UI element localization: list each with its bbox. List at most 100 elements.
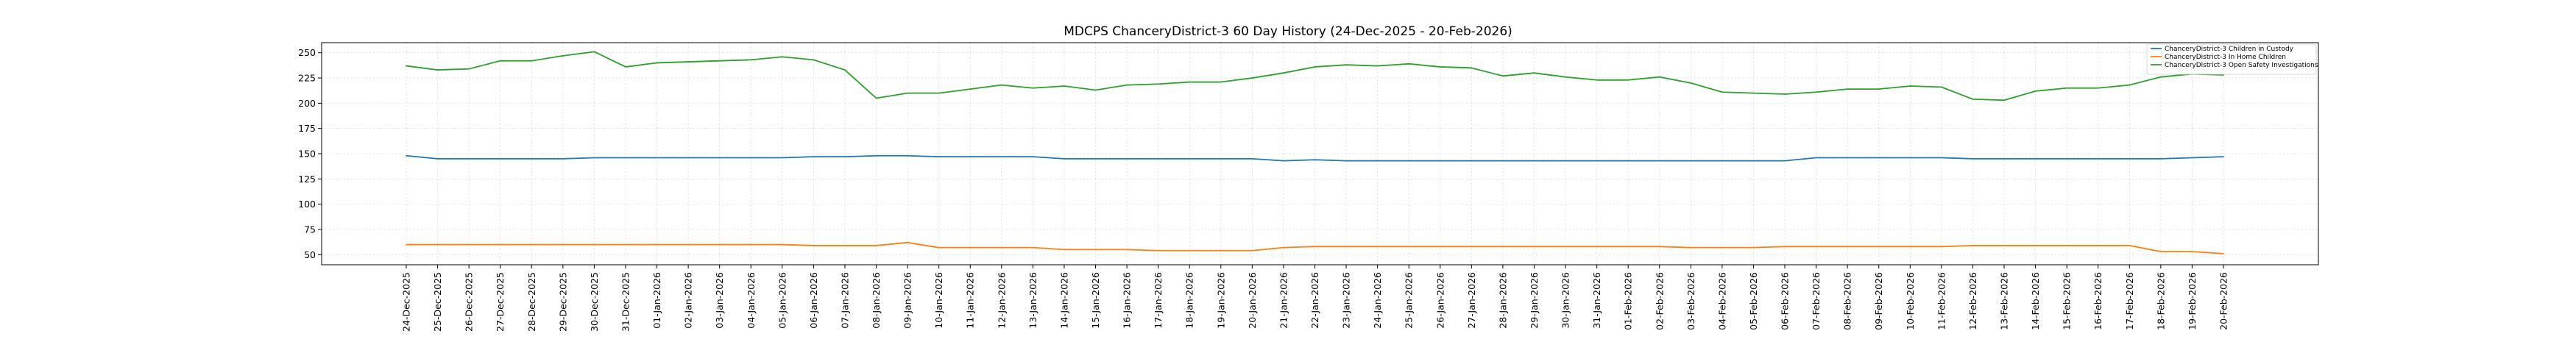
data-point-2-18 — [969, 88, 972, 90]
y-tick-label-4: 150 — [298, 149, 316, 160]
x-tick-label-19: 12-Jan-2026 — [996, 272, 1007, 329]
x-tick-label-14: 07-Jan-2026 — [839, 272, 850, 329]
x-tick-label-44: 06-Feb-2026 — [1780, 272, 1791, 330]
data-point-2-35 — [1502, 75, 1504, 77]
data-point-2-45 — [1815, 91, 1817, 93]
data-point-0-9 — [687, 157, 690, 159]
x-tick-label-51: 13-Feb-2026 — [1999, 272, 2010, 330]
data-point-1-55 — [2129, 245, 2131, 246]
x-tick-label-33: 26-Jan-2026 — [1434, 272, 1446, 329]
data-point-0-24 — [1157, 157, 1159, 160]
data-point-1-25 — [1189, 249, 1191, 252]
data-point-0-41 — [1690, 160, 1692, 162]
data-point-0-43 — [1752, 160, 1755, 162]
x-tick-label-22: 15-Jan-2026 — [1090, 272, 1101, 329]
data-point-0-27 — [1251, 157, 1253, 160]
data-point-2-24 — [1157, 83, 1159, 85]
data-point-1-11 — [750, 243, 752, 246]
data-point-0-19 — [1000, 156, 1002, 158]
data-point-0-47 — [1878, 157, 1880, 159]
data-point-2-36 — [1533, 72, 1535, 74]
data-point-2-14 — [844, 69, 846, 71]
data-point-1-21 — [1064, 249, 1065, 251]
data-point-0-17 — [938, 156, 940, 158]
x-tick-label-52: 14-Feb-2026 — [2030, 272, 2041, 330]
data-point-2-1 — [436, 69, 439, 71]
x-tick-label-25: 18-Jan-2026 — [1184, 272, 1195, 329]
data-point-2-0 — [406, 65, 407, 67]
data-point-1-35 — [1502, 246, 1504, 248]
x-tick-label-54: 16-Feb-2026 — [2092, 272, 2103, 330]
data-point-1-23 — [1126, 249, 1128, 251]
data-point-0-36 — [1533, 160, 1535, 162]
x-tick-label-32: 25-Jan-2026 — [1404, 272, 1415, 329]
data-point-0-29 — [1314, 159, 1316, 161]
data-point-0-48 — [1909, 157, 1911, 159]
data-point-1-36 — [1533, 246, 1535, 248]
data-point-0-50 — [1972, 157, 1974, 160]
x-tick-label-34: 27-Jan-2026 — [1466, 272, 1477, 329]
y-tick-label-7: 225 — [298, 73, 316, 84]
x-tick-label-50: 12-Feb-2026 — [1967, 272, 1978, 330]
data-point-2-11 — [750, 59, 752, 61]
data-point-1-22 — [1094, 249, 1097, 251]
x-tick-label-7: 31-Dec-2025 — [620, 272, 631, 332]
data-point-1-2 — [468, 243, 470, 246]
x-tick-label-4: 28-Dec-2025 — [526, 272, 537, 332]
data-point-2-7 — [625, 66, 626, 68]
data-point-2-29 — [1314, 66, 1316, 68]
x-tick-label-6: 30-Dec-2025 — [589, 272, 600, 332]
data-point-0-30 — [1345, 160, 1347, 162]
x-tick-label-48: 10-Feb-2026 — [1905, 272, 1916, 330]
x-tick-label-3: 27-Dec-2025 — [495, 272, 506, 332]
data-point-1-37 — [1565, 246, 1566, 248]
data-point-2-9 — [687, 61, 690, 63]
data-point-1-41 — [1690, 246, 1692, 249]
data-point-1-12 — [781, 243, 783, 246]
data-point-2-25 — [1189, 81, 1191, 83]
x-tick-label-46: 08-Feb-2026 — [1842, 272, 1853, 330]
data-point-0-8 — [656, 157, 658, 159]
x-tick-label-38: 31-Jan-2026 — [1591, 272, 1602, 329]
data-point-0-13 — [813, 156, 815, 158]
data-point-1-9 — [687, 243, 690, 246]
data-point-2-51 — [2003, 99, 2005, 101]
data-point-0-7 — [625, 157, 626, 159]
data-point-2-19 — [1000, 84, 1002, 86]
data-point-0-52 — [2034, 157, 2037, 160]
data-point-1-46 — [1847, 246, 1849, 248]
data-point-0-0 — [406, 154, 407, 157]
data-point-2-46 — [1847, 88, 1849, 90]
data-point-0-25 — [1189, 157, 1191, 160]
data-point-2-39 — [1627, 79, 1630, 81]
data-point-0-54 — [2097, 157, 2099, 160]
data-point-0-37 — [1565, 160, 1566, 162]
x-tick-label-36: 29-Jan-2026 — [1529, 272, 1540, 329]
data-point-2-6 — [593, 51, 595, 53]
y-tick-label-6: 200 — [298, 98, 316, 109]
data-point-1-39 — [1627, 246, 1630, 248]
data-point-2-32 — [1408, 63, 1410, 65]
x-tick-label-31: 24-Jan-2026 — [1372, 272, 1383, 329]
data-point-1-1 — [436, 243, 439, 246]
data-point-1-44 — [1784, 246, 1786, 248]
data-point-2-44 — [1784, 93, 1786, 95]
x-tick-label-55: 17-Feb-2026 — [2124, 272, 2135, 330]
data-point-0-14 — [844, 156, 846, 158]
x-tick-label-28: 21-Jan-2026 — [1278, 272, 1289, 329]
x-tick-label-5: 29-Dec-2025 — [557, 272, 568, 332]
x-tick-label-45: 07-Feb-2026 — [1811, 272, 1822, 330]
data-point-0-32 — [1408, 160, 1410, 162]
series-line-1 — [406, 241, 2224, 254]
data-point-1-15 — [875, 245, 877, 246]
data-point-0-20 — [1032, 156, 1034, 158]
data-point-0-49 — [1940, 157, 1942, 159]
x-tick-label-35: 28-Jan-2026 — [1497, 272, 1508, 329]
data-point-0-53 — [2066, 157, 2068, 160]
data-point-0-11 — [750, 157, 752, 159]
data-point-0-58 — [2223, 156, 2224, 158]
data-point-2-17 — [938, 92, 940, 94]
data-point-1-33 — [1439, 246, 1441, 248]
data-point-1-16 — [907, 241, 909, 243]
data-point-1-26 — [1220, 249, 1222, 252]
